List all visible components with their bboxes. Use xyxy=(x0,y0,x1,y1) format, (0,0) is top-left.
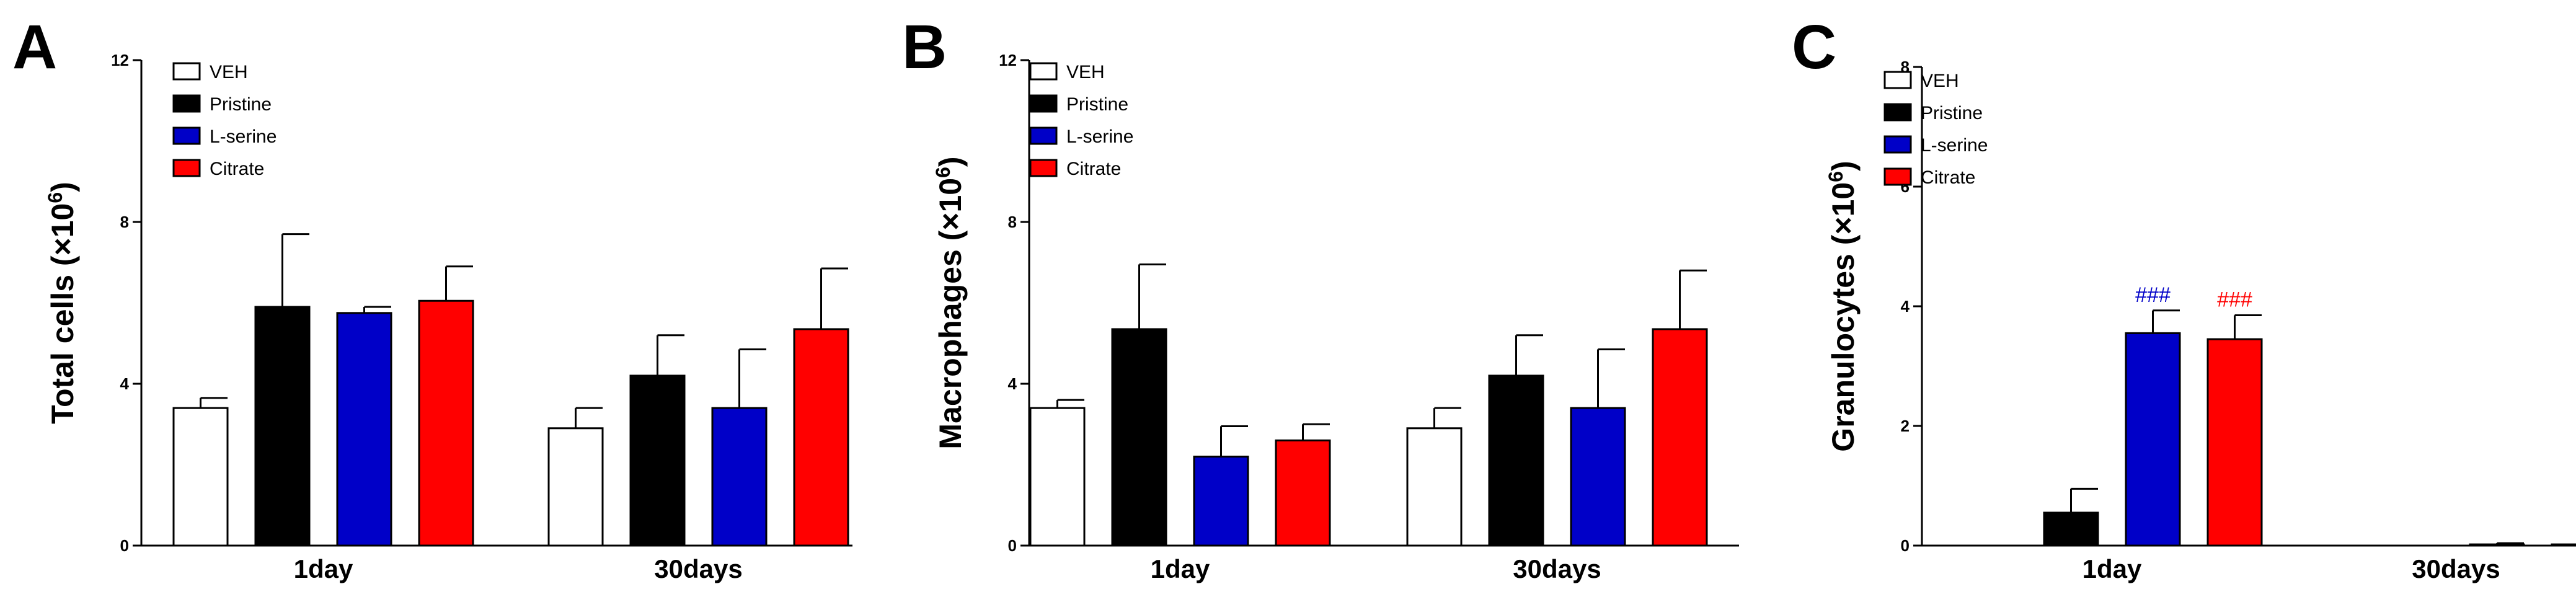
legend-label: Pristine xyxy=(1921,103,1983,123)
legend-label: Citrate xyxy=(210,159,264,179)
bar-veh-30days xyxy=(547,427,604,547)
y-axis-label-text: Macrophages (×10 xyxy=(933,178,968,449)
legend-label: Pristine xyxy=(210,94,272,115)
bar-l-serine-30days xyxy=(1570,407,1626,547)
y-axis-label-text: Granulocytes (×10 xyxy=(1826,182,1861,452)
y-tick-label: 4 xyxy=(1008,374,1017,393)
legend-swatch-pristine xyxy=(172,94,201,113)
legend-swatch-l-serine xyxy=(1029,126,1058,145)
panel-b: B 0 4 8 12 Macrophages (×106) 1day 30days VEH Pri… xyxy=(902,12,1739,583)
y-axis-label: Total cells (×106) xyxy=(44,182,80,424)
legend-swatch-veh xyxy=(172,62,201,81)
legend-label: VEH xyxy=(210,62,248,82)
y-tick-label: 2 xyxy=(1901,417,1910,435)
y-tick-label: 0 xyxy=(1008,536,1017,555)
y-axis-label-text: Total cells (×10 xyxy=(45,203,80,424)
bar-citrate-1day xyxy=(418,299,474,547)
y-tick-label: 0 xyxy=(120,536,129,555)
y-axis-label-exponent: 6 xyxy=(1825,171,1847,182)
legend-swatch-l-serine xyxy=(1883,135,1912,154)
legend-label: VEH xyxy=(1921,71,1959,91)
y-tick-label: 4 xyxy=(1901,297,1910,316)
y-axis-label-close: ) xyxy=(45,182,80,192)
bar-pristine-1day xyxy=(2043,511,2099,547)
y-axis-label-exponent: 6 xyxy=(932,167,954,178)
bar-citrate-1day xyxy=(1275,439,1331,547)
legend-label: L-serine xyxy=(1921,135,1988,156)
y-axis-label: Granulocytes (×106) xyxy=(1825,161,1861,451)
panel-letter: A xyxy=(12,12,57,82)
significance-annotation: ### xyxy=(2135,283,2171,307)
panel-letter: C xyxy=(1792,12,1836,82)
legend-swatch-pristine xyxy=(1883,103,1912,122)
bar-l-serine-30days xyxy=(711,407,768,547)
bar-veh-1day xyxy=(1029,407,1086,547)
y-tick-label: 8 xyxy=(1008,213,1017,231)
bar-veh-1day xyxy=(172,407,229,547)
legend-swatch-veh xyxy=(1883,71,1912,89)
legend-swatch-pristine xyxy=(1029,94,1058,113)
legend-swatch-citrate xyxy=(172,159,201,177)
y-axis-label-close: ) xyxy=(933,156,968,167)
x-category-label: 1day xyxy=(2082,554,2142,583)
legend-label: VEH xyxy=(1066,62,1105,82)
bar-pristine-30days xyxy=(1488,374,1544,547)
legend-swatch-l-serine xyxy=(172,126,201,145)
legend-label: Citrate xyxy=(1066,159,1121,179)
bar-pristine-30days xyxy=(629,374,686,547)
legend-swatch-citrate xyxy=(1883,167,1912,186)
x-category-label: 30days xyxy=(654,554,742,583)
y-axis-label: Macrophages (×106) xyxy=(932,156,968,449)
legend-swatch-citrate xyxy=(1029,159,1058,177)
panel-a: A 0 4 8 12 Total cells (×106) 1day 30days VEH Pri… xyxy=(12,12,852,583)
legend-label: L-serine xyxy=(1066,126,1133,147)
x-category-label: 1day xyxy=(294,554,353,583)
legend-label: Citrate xyxy=(1921,167,1975,188)
significance-annotation: ### xyxy=(2217,288,2252,311)
bar-veh-30days xyxy=(1406,427,1463,547)
panel-letter: B xyxy=(902,12,947,82)
legend-swatch-veh xyxy=(1029,62,1058,81)
bar-l-serine-30days xyxy=(2469,543,2525,547)
y-axis-label-close: ) xyxy=(1826,161,1861,171)
x-category-label: 30days xyxy=(2412,554,2500,583)
y-tick-label: 0 xyxy=(1901,536,1910,555)
legend-label: L-serine xyxy=(210,126,277,147)
legend-label: Pristine xyxy=(1066,94,1128,115)
bar-l-serine-1day xyxy=(1193,455,1249,547)
bar-citrate-30days xyxy=(2551,543,2576,547)
bar-citrate-1day xyxy=(2206,338,2263,547)
bar-citrate-30days xyxy=(1652,328,1708,547)
y-tick-label: 12 xyxy=(999,51,1017,69)
y-tick-label: 4 xyxy=(120,374,130,393)
x-category-label: 30days xyxy=(1513,554,1601,583)
bar-pristine-1day xyxy=(1111,328,1167,547)
x-category-label: 1day xyxy=(1151,554,1210,583)
y-axis-label-exponent: 6 xyxy=(44,192,66,203)
bar-l-serine-1day xyxy=(336,312,392,547)
y-tick-label: 8 xyxy=(120,213,129,231)
bar-citrate-30days xyxy=(793,328,849,547)
y-tick-label: 12 xyxy=(111,51,129,69)
bar-l-serine-1day xyxy=(2125,332,2181,547)
bar-pristine-1day xyxy=(254,306,311,547)
